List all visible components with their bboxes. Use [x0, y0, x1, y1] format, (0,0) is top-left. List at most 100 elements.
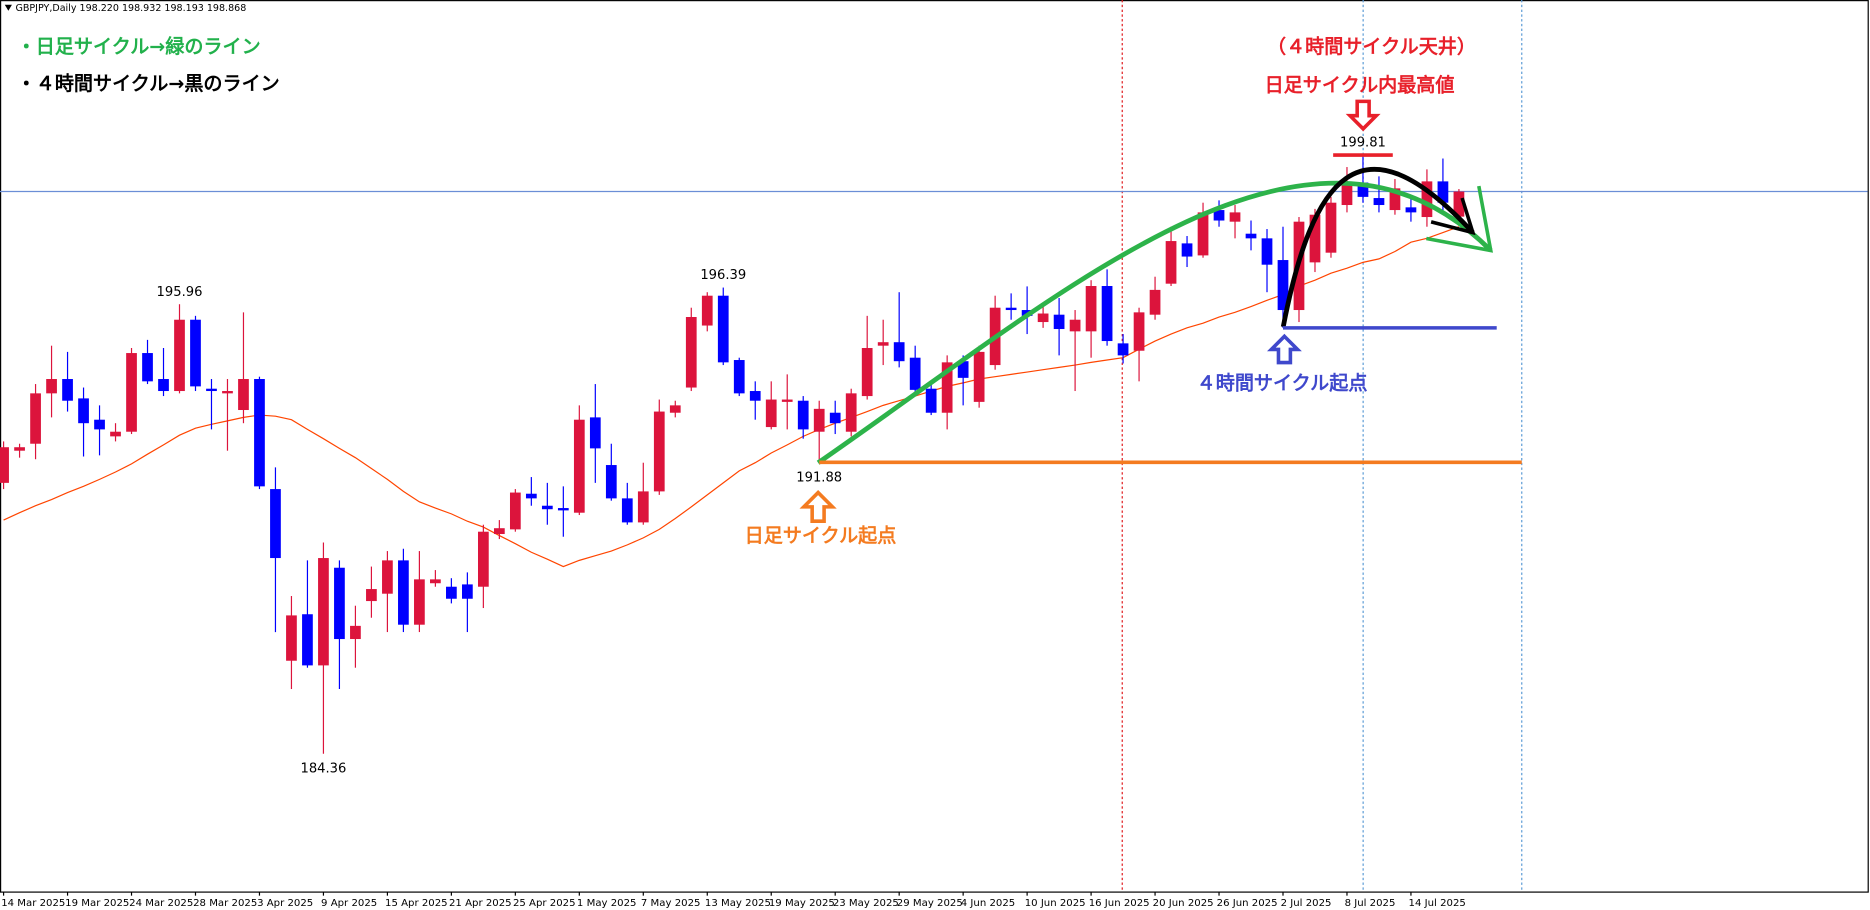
- price-label: 184.36: [300, 762, 346, 777]
- candle-body: [1229, 212, 1241, 222]
- x-tick-label: 2 Jul 2025: [1281, 898, 1332, 909]
- candle-body: [286, 615, 297, 661]
- candle-body: [1165, 241, 1177, 284]
- x-tick-label: 10 Jun 2025: [1025, 898, 1086, 909]
- x-tick-label: 1 May 2025: [577, 898, 637, 909]
- drawings: ・日足サイクル→緑のライン ・４時間サイクル→黒のライン （４時間サイクル天井）…: [17, 35, 1522, 547]
- candle-body: [78, 398, 89, 424]
- candle-body: [206, 388, 217, 392]
- annotation: （４時間サイクル天井）: [1267, 35, 1476, 58]
- x-tick-label: 28 Mar 2025: [193, 898, 257, 909]
- candle-body: [1117, 343, 1129, 356]
- candle-body: [717, 295, 729, 363]
- candle-body: [1357, 182, 1369, 197]
- candle-body: [861, 348, 873, 397]
- x-tick-label: 9 Apr 2025: [321, 898, 377, 909]
- candle-body: [1053, 314, 1065, 330]
- x-tick-label: 13 May 2025: [705, 898, 771, 909]
- candle-body: [1389, 188, 1401, 211]
- candle-body: [493, 528, 505, 535]
- candle-body: [541, 505, 553, 510]
- x-tick-label: 3 Apr 2025: [257, 898, 313, 909]
- price-label: 196.39: [700, 268, 746, 283]
- candle-body: [62, 379, 73, 401]
- candle-body: [302, 614, 313, 666]
- candle-body: [701, 295, 713, 326]
- annotation: 日足サイクル起点: [745, 525, 897, 547]
- daily-cycle-curve: [816, 180, 1493, 465]
- up-arrow: [799, 490, 837, 523]
- x-tick-label: 25 Apr 2025: [513, 898, 576, 909]
- legend-4h: ・４時間サイクル→黒のライン: [17, 73, 280, 95]
- candle-body: [270, 489, 281, 559]
- x-tick-label: 29 May 2025: [897, 898, 963, 909]
- candle-body: [1325, 202, 1337, 253]
- candle-body: [557, 508, 569, 511]
- x-tick-label: 24 Mar 2025: [129, 898, 193, 909]
- candle-body: [653, 411, 665, 492]
- x-tick-label: 19 Mar 2025: [65, 898, 129, 909]
- x-tick-label: 20 Jun 2025: [1153, 898, 1214, 909]
- candle-body: [462, 584, 473, 599]
- candle-body: [669, 405, 681, 413]
- candle-body: [1101, 286, 1113, 342]
- candle-body: [14, 447, 25, 451]
- candle-body: [1213, 210, 1225, 221]
- candle-body: [318, 558, 329, 666]
- x-tick-label: 14 Jul 2025: [1409, 898, 1466, 909]
- candle-body: [509, 492, 521, 530]
- candle-body: [957, 361, 969, 378]
- candle-body: [781, 399, 793, 402]
- moving-average: [3, 226, 1460, 568]
- candle-body: [158, 379, 169, 392]
- candle-body: [973, 351, 985, 402]
- candle-body: [1149, 289, 1161, 315]
- candle-body: [733, 360, 745, 394]
- candle-body: [1453, 191, 1465, 217]
- price-label: 199.81: [1340, 136, 1386, 151]
- candle-body: [398, 560, 409, 625]
- candle-body: [845, 393, 857, 432]
- candle-body: [1277, 260, 1289, 311]
- candle-body: [525, 493, 537, 499]
- x-tick-label: 26 Jun 2025: [1217, 898, 1278, 909]
- candle-body: [110, 431, 121, 437]
- candle-body: [1341, 183, 1353, 206]
- candle-body: [1197, 212, 1209, 256]
- candle-body: [685, 317, 697, 388]
- candle-body: [1261, 238, 1273, 265]
- annotation: ４時間サイクル起点: [1197, 373, 1368, 395]
- candle-body: [877, 342, 889, 346]
- arrow-head: [1426, 185, 1493, 253]
- candle-body: [30, 393, 41, 444]
- down-arrow: [1345, 99, 1381, 132]
- candle-body: [334, 567, 345, 640]
- candle-body: [190, 319, 201, 387]
- candle-body: [0, 447, 9, 483]
- candle-body: [573, 419, 585, 513]
- candle-body: [1181, 243, 1193, 257]
- header-icon: [4, 4, 12, 11]
- candle-body: [813, 408, 825, 432]
- candle-body: [238, 379, 249, 411]
- candle-body: [1405, 207, 1417, 213]
- candle-body: [893, 342, 905, 362]
- annotation: 日足サイクル内最高値: [1265, 73, 1455, 96]
- candle-body: [174, 319, 185, 392]
- candle-body: [1309, 214, 1321, 263]
- x-tick-label: 23 May 2025: [833, 898, 899, 909]
- x-tick-label: 21 Apr 2025: [449, 898, 512, 909]
- x-tick-label: 19 May 2025: [769, 898, 835, 909]
- legend-daily: ・日足サイクル→緑のライン: [17, 35, 261, 58]
- candle-body: [254, 379, 265, 487]
- x-tick-label: 4 Jun 2025: [961, 898, 1015, 909]
- candle-body: [1085, 286, 1097, 332]
- candle-body: [222, 391, 233, 394]
- candle-body: [366, 589, 377, 602]
- candle-body: [477, 531, 489, 587]
- candle-body: [1437, 181, 1449, 203]
- x-tick-label: 14 Mar 2025: [1, 898, 65, 909]
